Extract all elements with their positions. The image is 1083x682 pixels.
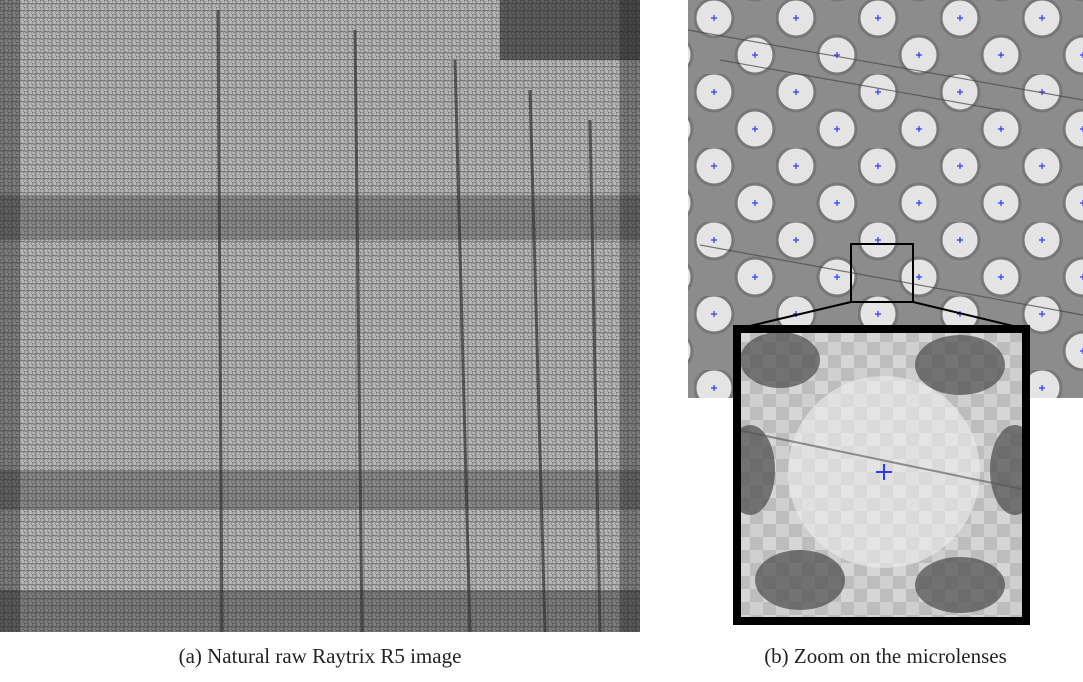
raw-image <box>0 0 640 632</box>
figure <box>0 0 1083 640</box>
caption-b: (b) Zoom on the microlenses <box>688 644 1083 669</box>
page: (a) Natural raw Raytrix R5 image (b) Zoo… <box>0 0 1083 682</box>
zoom-inset <box>725 329 1040 621</box>
caption-a: (a) Natural raw Raytrix R5 image <box>0 644 640 669</box>
